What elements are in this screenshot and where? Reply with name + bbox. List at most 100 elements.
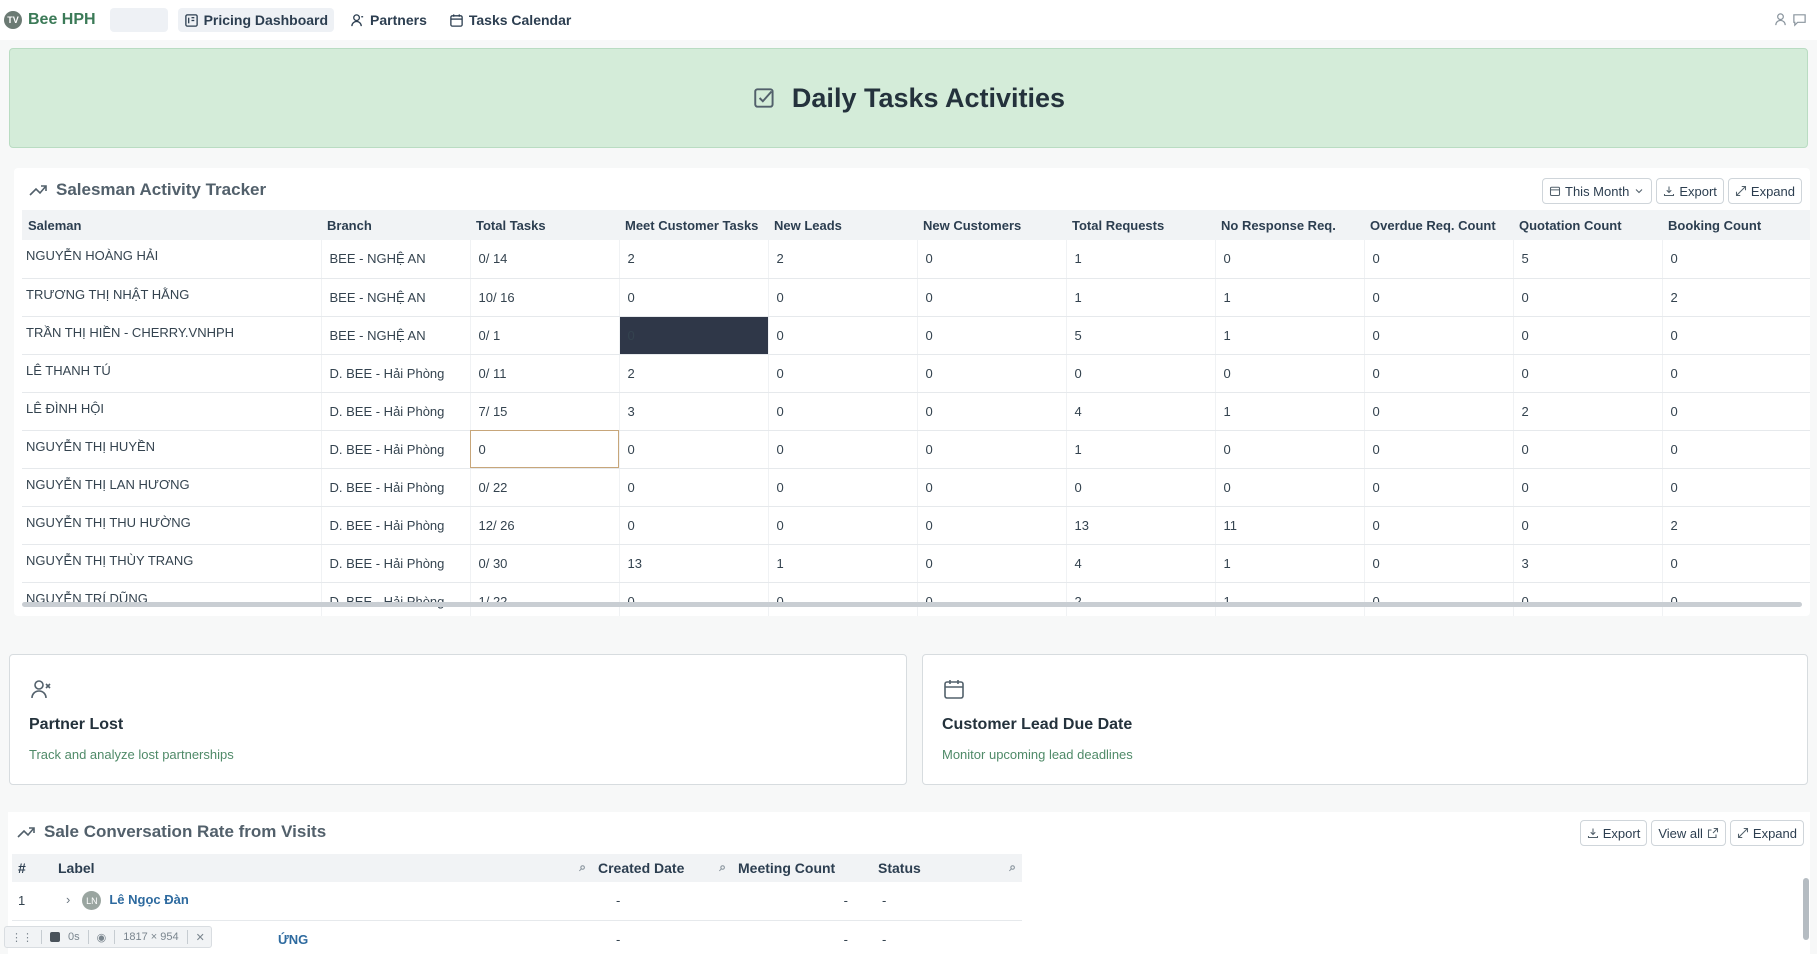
workspace-selector[interactable] — [109, 8, 168, 32]
table-cell[interactable]: 0 — [1662, 240, 1810, 279]
label-link[interactable]: ỨNG — [278, 931, 309, 947]
salesman-name-cell[interactable]: NGUYỄN THỊ HUYỀN — [22, 430, 322, 469]
table-cell[interactable]: 1 — [1066, 278, 1216, 317]
partner-lost-card[interactable]: Partner Lost Track and analyze lost part… — [9, 654, 907, 785]
table-cell[interactable]: 0/ 22 — [470, 468, 620, 507]
table-cell[interactable]: 0 — [768, 278, 918, 317]
column-header[interactable]: New Leads — [768, 210, 917, 240]
table-cell[interactable]: 1 — [1215, 582, 1365, 616]
salesman-name-cell[interactable]: NGUYỄN THỊ LAN HƯƠNG — [22, 468, 322, 507]
table-cell[interactable]: 0 — [1364, 544, 1514, 583]
table-cell[interactable]: 13 — [619, 544, 769, 583]
table-cell[interactable]: 0 — [1513, 354, 1663, 393]
table-cell[interactable]: 0 — [1513, 468, 1663, 507]
table-cell[interactable]: 1/ 22 — [470, 582, 620, 616]
drag-handle-icon[interactable]: ⋮⋮ — [11, 931, 33, 944]
expand-button[interactable]: Expand — [1729, 820, 1804, 846]
table-cell[interactable]: 0 — [917, 240, 1067, 279]
salesman-name-cell[interactable]: NGUYỄN TRÍ DŨNG — [22, 582, 322, 616]
salesman-name-cell[interactable]: LÊ THANH TÚ — [22, 354, 322, 393]
table-cell[interactable]: 0 — [1364, 278, 1514, 317]
table-row[interactable]: NGUYỄN THỊ LAN HƯƠNG D. BEE - Hải Phòng 0/… — [22, 468, 1810, 507]
table-cell[interactable]: D. BEE - Hải Phòng — [321, 468, 471, 507]
table-cell[interactable]: 0 — [768, 392, 918, 431]
salesman-name-cell[interactable]: NGUYỄN THỊ THU HƯỜNG — [22, 506, 322, 545]
nav-partners[interactable]: Partners — [344, 8, 433, 32]
table-cell[interactable]: 2 — [1513, 392, 1663, 431]
column-header-status[interactable]: Status ⌕ — [872, 854, 1022, 882]
table-cell[interactable]: 0 — [1662, 582, 1810, 616]
table-cell[interactable]: 0 — [1513, 506, 1663, 545]
table-row[interactable]: NGUYỄN THỊ HUYỀN D. BEE - Hải Phòng 0 0 0 0 1 0… — [22, 430, 1810, 469]
user-icon[interactable] — [1773, 12, 1788, 27]
table-cell[interactable]: BEE - NGHỆ AN — [321, 240, 471, 279]
table-row[interactable]: NGUYỄN HOÀNG HẢI BEE - NGHỆ AN 0/ 14 2 2 0 1 0 0… — [22, 240, 1810, 279]
table-cell[interactable]: 2 — [1662, 506, 1810, 545]
table-cell[interactable]: 0 — [917, 544, 1067, 583]
table-cell[interactable]: 0 — [917, 582, 1067, 616]
table-cell[interactable]: 1 — [1215, 544, 1365, 583]
expand-button[interactable]: Expand — [1727, 178, 1802, 204]
table-cell[interactable]: 0 — [1513, 316, 1663, 355]
table-cell[interactable]: BEE - NGHỆ AN — [321, 316, 471, 355]
table-cell[interactable]: 3 — [619, 392, 769, 431]
table-cell[interactable]: 7/ 15 — [470, 392, 620, 431]
table-cell[interactable]: D. BEE - Hải Phòng — [321, 392, 471, 431]
table-cell[interactable]: 2 — [768, 240, 918, 279]
table-row[interactable]: LÊ THANH TÚ D. BEE - Hải Phòng 0/ 11 2 0 0 0 0 0… — [22, 354, 1810, 393]
salesman-name-cell[interactable]: NGUYỄN THỊ THÙY TRANG — [22, 544, 322, 583]
close-icon[interactable]: ✕ — [195, 931, 205, 944]
table-cell[interactable]: 0 — [1662, 316, 1810, 355]
table-cell[interactable]: 0 — [619, 506, 769, 545]
nav-tasks-calendar[interactable]: Tasks Calendar — [443, 8, 577, 32]
table-cell[interactable]: 0 — [1662, 392, 1810, 431]
table-cell[interactable]: 0/ 30 — [470, 544, 620, 583]
column-header[interactable]: Booking Count — [1662, 210, 1810, 240]
table-cell[interactable]: 0 — [917, 316, 1067, 355]
table-cell[interactable]: 0 — [1364, 582, 1514, 616]
table-row[interactable]: 1 › LN Lê Ngọc Đàn - - - — [12, 882, 1022, 921]
table-cell[interactable]: 0/ 14 — [470, 240, 620, 279]
table-cell[interactable]: 0 — [1513, 430, 1663, 469]
search-icon[interactable]: ⌕ — [579, 860, 586, 874]
table-cell[interactable]: 1 — [1215, 278, 1365, 317]
column-header-label[interactable]: Label ⌕ — [52, 854, 592, 882]
label-link[interactable]: Lê Ngọc Đàn — [109, 892, 189, 908]
table-cell[interactable]: 0 — [1215, 430, 1365, 469]
table-row[interactable]: NGUYỄN THỊ THU HƯỜNG D. BEE - Hải Phòng 12… — [22, 506, 1810, 545]
vertical-scrollbar[interactable] — [1803, 878, 1809, 940]
table-cell[interactable]: 0 — [1066, 468, 1216, 507]
table-cell[interactable]: 0 — [470, 430, 620, 469]
table-cell[interactable]: D. BEE - Hải Phòng — [321, 506, 471, 545]
table-cell[interactable]: 0 — [1662, 354, 1810, 393]
table-row[interactable]: TRƯƠNG THỊ NHẬT HẰNG BEE - NGHỆ AN 10/ 16 0… — [22, 278, 1810, 317]
salesman-name-cell[interactable]: LÊ ĐÌNH HỘI — [22, 392, 322, 431]
table-cell[interactable]: 0 — [917, 468, 1067, 507]
table-cell[interactable]: 3 — [1513, 544, 1663, 583]
table-cell[interactable]: 0 — [1513, 582, 1663, 616]
table-cell[interactable]: 0 — [619, 430, 769, 469]
table-cell[interactable]: 11 — [1215, 506, 1365, 545]
column-header[interactable]: No Response Req. — [1215, 210, 1364, 240]
stop-icon[interactable] — [50, 932, 60, 942]
table-cell[interactable]: 12/ 26 — [470, 506, 620, 545]
table-cell[interactable]: 0 — [768, 468, 918, 507]
table-cell[interactable]: 0 — [1662, 544, 1810, 583]
search-icon[interactable]: ⌕ — [1009, 860, 1016, 874]
table-cell[interactable]: 0 — [917, 392, 1067, 431]
table-cell[interactable]: 0 — [1215, 354, 1365, 393]
table-cell[interactable]: 0 — [619, 582, 769, 616]
table-cell[interactable]: 0 — [917, 354, 1067, 393]
table-row[interactable]: TRẦN THỊ HIỀN - CHERRY.VNHPH BEE - NGHỆ A… — [22, 316, 1810, 355]
table-cell[interactable]: 0 — [768, 582, 918, 616]
table-cell[interactable]: 0 — [768, 316, 918, 355]
table-cell[interactable]: 0 — [1364, 354, 1514, 393]
table-cell[interactable]: 0 — [1364, 506, 1514, 545]
table-cell[interactable]: 10/ 16 — [470, 278, 620, 317]
nav-pricing-dashboard[interactable]: Pricing Dashboard — [177, 8, 335, 32]
table-cell[interactable]: 0 — [1662, 468, 1810, 507]
column-header[interactable]: Total Requests — [1066, 210, 1215, 240]
table-cell[interactable]: 0 — [619, 316, 769, 355]
table-cell[interactable]: 1 — [1066, 240, 1216, 279]
table-cell[interactable]: 0/ 11 — [470, 354, 620, 393]
